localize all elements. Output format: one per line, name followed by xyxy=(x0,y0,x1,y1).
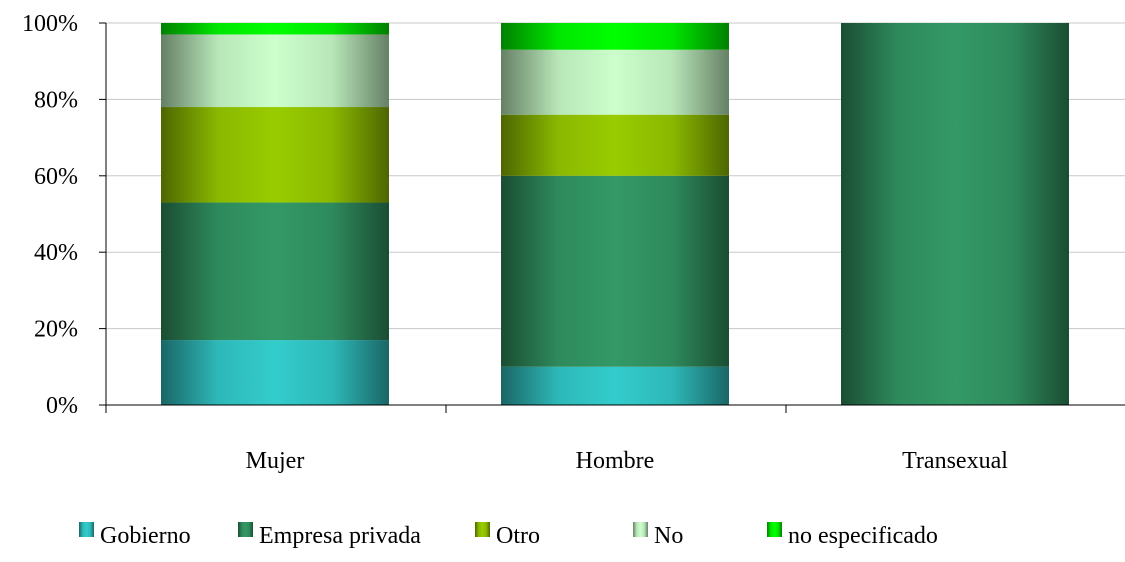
legend-swatch xyxy=(767,522,782,537)
bar-segment xyxy=(161,340,389,405)
legend: Gobierno Empresa privada Otro No no especifi… xyxy=(79,522,938,549)
bar-segment xyxy=(841,23,1069,405)
bar-segment xyxy=(161,34,389,108)
legend-label: Empresa privada xyxy=(259,523,421,549)
x-category-label: Mujer xyxy=(246,448,305,474)
legend-swatch xyxy=(238,522,253,537)
legend-label: No xyxy=(654,523,683,549)
bar-segment xyxy=(501,175,729,367)
bar-segment xyxy=(501,366,729,405)
legend-swatch xyxy=(475,522,490,537)
y-tick-label: 40% xyxy=(34,240,78,266)
x-category-label: Hombre xyxy=(576,448,655,474)
bars xyxy=(161,23,1069,405)
bar-segment xyxy=(161,107,389,203)
y-tick-label: 20% xyxy=(34,317,78,343)
bar-segment xyxy=(501,114,729,176)
legend-label: no especificado xyxy=(788,523,938,549)
legend-swatch xyxy=(79,522,94,537)
legend-swatch xyxy=(633,522,648,537)
legend-label: Gobierno xyxy=(100,523,191,549)
y-tick-label: 0% xyxy=(46,393,78,419)
bar-segment xyxy=(161,202,389,341)
bar-segment xyxy=(501,23,729,50)
x-category-label: Transexual xyxy=(902,448,1008,474)
bar-segment xyxy=(501,49,729,115)
legend-label: Otro xyxy=(496,523,540,549)
y-tick-label: 100% xyxy=(22,11,78,37)
bar-segment xyxy=(161,23,389,35)
y-tick-label: 60% xyxy=(34,164,78,190)
y-tick-label: 80% xyxy=(34,87,78,113)
axes: 0% 20% 40% 60% 80% 100% Mujer Hombre Transexual xyxy=(22,11,1125,474)
